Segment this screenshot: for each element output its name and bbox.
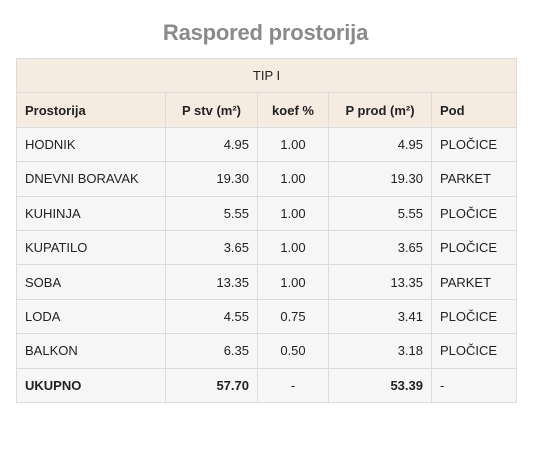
cell-coef: 0.75: [257, 298, 329, 335]
header-area-net: P prod (m²): [328, 92, 432, 128]
table-row: LODA 4.55 0.75 3.41 PLOČICE: [16, 298, 517, 335]
table-row: KUHINJA 5.55 1.00 5.55 PLOČICE: [16, 195, 517, 231]
cell-room: LODA: [16, 298, 166, 335]
cell-coef: 1.00: [257, 161, 329, 197]
total-area-gross: 57.70: [165, 367, 258, 403]
header-row: Prostorija P stv (m²) koef % P prod (m²)…: [16, 92, 517, 128]
cell-floor: PLOČICE: [431, 229, 517, 266]
cell-area-gross: 4.95: [165, 126, 258, 163]
table-row: SOBA 13.35 1.00 13.35 PARKET: [16, 264, 517, 300]
cell-room: KUPATILO: [16, 229, 166, 266]
cell-floor: PARKET: [431, 161, 517, 197]
cell-coef: 1.00: [257, 229, 329, 266]
page-title: Raspored prostorija: [162, 20, 369, 45]
total-area-net: 53.39: [328, 367, 432, 403]
table-row: HODNIK 4.95 1.00 4.95 PLOČICE: [16, 126, 517, 163]
header-coef: koef %: [257, 92, 329, 128]
type-row: TIP I: [16, 57, 517, 94]
header-floor: Pod: [431, 92, 517, 128]
cell-area-gross: 4.55: [165, 298, 258, 335]
table-row: KUPATILO 3.65 1.00 3.65 PLOČICE: [16, 229, 517, 266]
table-row: BALKON 6.35 0.50 3.18 PLOČICE: [16, 333, 517, 369]
cell-room: BALKON: [16, 333, 166, 369]
cell-area-gross: 3.65: [165, 229, 258, 266]
cell-area-net: 4.95: [328, 126, 432, 163]
type-label: TIP I: [16, 57, 517, 94]
cell-area-net: 3.18: [328, 333, 432, 369]
total-coef: -: [257, 367, 329, 403]
cell-area-gross: 6.35: [165, 333, 258, 369]
room-layout-table: TIP I Prostorija P stv (m²) koef % P pro…: [16, 57, 517, 403]
header-room: Prostorija: [16, 92, 166, 128]
cell-room: SOBA: [16, 264, 166, 300]
cell-coef: 1.00: [257, 195, 329, 231]
total-row: UKUPNO 57.70 - 53.39 -: [16, 367, 517, 403]
cell-floor: PLOČICE: [431, 298, 517, 335]
cell-area-net: 3.65: [328, 229, 432, 266]
cell-area-net: 19.30: [328, 161, 432, 197]
cell-area-gross: 5.55: [165, 195, 258, 231]
cell-room: DNEVNI BORAVAK: [16, 161, 166, 197]
cell-coef: 1.00: [257, 126, 329, 163]
cell-floor: PLOČICE: [431, 126, 517, 163]
cell-floor: PLOČICE: [431, 333, 517, 369]
cell-area-net: 5.55: [328, 195, 432, 231]
cell-area-gross: 19.30: [165, 161, 258, 197]
cell-coef: 0.50: [257, 333, 329, 369]
cell-area-gross: 13.35: [165, 264, 258, 300]
cell-area-net: 13.35: [328, 264, 432, 300]
total-label: UKUPNO: [16, 367, 166, 403]
cell-room: KUHINJA: [16, 195, 166, 231]
cell-area-net: 3.41: [328, 298, 432, 335]
cell-floor: PARKET: [431, 264, 517, 300]
cell-coef: 1.00: [257, 264, 329, 300]
total-floor: -: [431, 367, 517, 403]
cell-floor: PLOČICE: [431, 195, 517, 231]
header-area-gross: P stv (m²): [165, 92, 258, 128]
table-row: DNEVNI BORAVAK 19.30 1.00 19.30 PARKET: [16, 161, 517, 197]
cell-room: HODNIK: [16, 126, 166, 163]
